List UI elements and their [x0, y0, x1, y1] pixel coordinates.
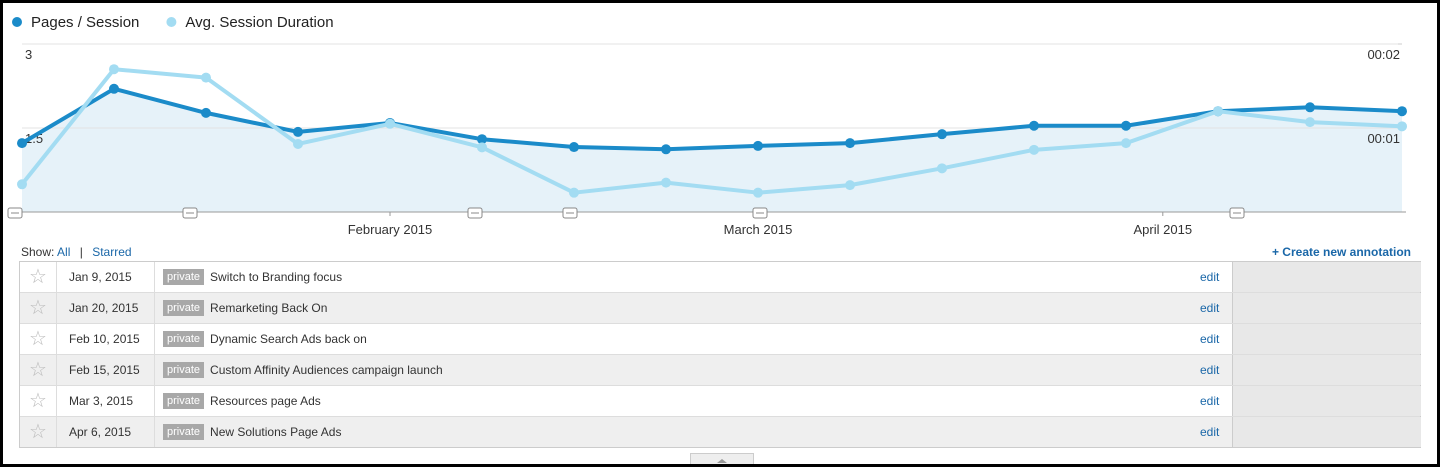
edit-link[interactable]: edit — [1200, 270, 1220, 284]
data-point — [109, 64, 119, 75]
star-button[interactable]: ☆ — [20, 262, 57, 292]
data-point — [477, 142, 487, 153]
edit-link[interactable]: edit — [1200, 332, 1220, 346]
data-point — [477, 134, 487, 145]
star-button[interactable]: ☆ — [20, 324, 57, 354]
annotation-row: ☆ Apr 6, 2015 private New Solutions Page Ad… — [20, 416, 1421, 447]
y2-tick-label: 00:02 — [1367, 47, 1400, 62]
data-point — [201, 72, 211, 83]
data-point — [845, 138, 855, 149]
annotation-date: Feb 10, 2015 — [57, 324, 155, 354]
y2-tick-label: 00:01 — [1367, 131, 1400, 146]
annotation-text: Custom Affinity Audiences campaign launc… — [210, 363, 443, 377]
side-panel — [1232, 262, 1421, 292]
show-filter: Show: All | Starred — [21, 245, 132, 259]
annotation-row: ☆ Jan 20, 2015 private Remarketing Back On e… — [20, 292, 1421, 323]
edit-link[interactable]: edit — [1200, 363, 1220, 377]
x-tick-label: April 2015 — [1134, 222, 1193, 237]
chart: Pages / Session Avg. Session Duration1.53… — [7, 14, 1407, 237]
area-fill — [22, 88, 1402, 212]
annotation-date: Apr 6, 2015 — [57, 417, 155, 447]
collapse-icon — [717, 459, 727, 463]
annotation-text: Remarketing Back On — [210, 301, 328, 315]
data-point — [661, 177, 671, 188]
separator: | — [79, 245, 83, 259]
annotation-date: Feb 15, 2015 — [57, 355, 155, 385]
collapse-tab[interactable] — [690, 453, 754, 464]
visibility-tag: private — [163, 424, 205, 440]
star-button[interactable]: ☆ — [20, 386, 57, 416]
x-tick-label: March 2015 — [724, 222, 793, 237]
visibility-tag: private — [163, 362, 205, 378]
annotation-row: ☆ Feb 15, 2015 private Custom Affinity Audi… — [20, 354, 1421, 385]
data-point — [293, 126, 303, 137]
annotation-table: ☆ Jan 9, 2015 private Switch to Branding fo… — [19, 261, 1421, 448]
data-point — [1305, 102, 1315, 113]
panel: Pages / Session Avg. Session Duration 1.5 3… — [3, 3, 1437, 464]
filter-all[interactable]: All — [57, 245, 71, 259]
data-point — [1121, 120, 1131, 131]
data-point — [109, 83, 119, 94]
visibility-tag: private — [163, 331, 205, 347]
annotation-row: ☆ Mar 3, 2015 private Resources page Ads edi… — [20, 385, 1421, 416]
legend-marker — [166, 17, 177, 27]
data-point — [1397, 121, 1407, 132]
data-point — [937, 163, 947, 174]
legend-marker — [12, 17, 22, 27]
annotation-row: ☆ Feb 10, 2015 private Dynamic Search Ads b… — [20, 323, 1421, 354]
side-panel — [1232, 293, 1421, 323]
data-point — [17, 138, 27, 149]
annotation-text: Switch to Branding focus — [210, 270, 343, 284]
annotation-text: Resources page Ads — [210, 394, 321, 408]
side-panel — [1232, 386, 1421, 416]
visibility-tag: private — [163, 269, 205, 285]
data-point — [1213, 106, 1223, 117]
data-point — [937, 129, 947, 140]
x-tick-label: February 2015 — [348, 222, 433, 237]
visibility-tag: private — [163, 300, 205, 316]
annotation-date: Jan 20, 2015 — [57, 293, 155, 323]
data-point — [569, 142, 579, 153]
data-point — [201, 107, 211, 118]
legend-label: Pages / Session — [31, 14, 139, 31]
data-point — [385, 118, 395, 129]
data-point — [1305, 117, 1315, 128]
side-panel — [1232, 355, 1421, 385]
edit-link[interactable]: edit — [1200, 394, 1220, 408]
series-line — [20, 67, 1403, 195]
data-point — [17, 179, 27, 190]
y-tick-label: 3 — [25, 47, 32, 62]
data-point — [845, 180, 855, 191]
create-annotation[interactable]: + Create new annotation — [1271, 245, 1411, 259]
star-button[interactable]: ☆ — [20, 417, 57, 447]
show-label: Show: — [21, 245, 55, 259]
annotation-row: ☆ Jan 9, 2015 private Switch to Branding fo… — [20, 262, 1421, 292]
star-button[interactable]: ☆ — [20, 293, 57, 323]
annotation-text: Dynamic Search Ads back on — [210, 332, 367, 346]
data-point — [753, 140, 763, 151]
visibility-tag: private — [163, 393, 205, 409]
edit-link[interactable]: edit — [1200, 425, 1220, 439]
data-point — [1029, 144, 1039, 155]
series-line — [20, 86, 1403, 152]
annotation-date: Jan 9, 2015 — [57, 262, 155, 292]
data-point — [293, 138, 303, 149]
legend-label: Avg. Session Duration — [185, 14, 333, 31]
data-point — [753, 187, 763, 198]
data-point — [569, 187, 579, 198]
data-point — [1029, 120, 1039, 131]
side-panel — [1232, 324, 1421, 354]
data-point — [1397, 106, 1407, 117]
annotation-text: New Solutions Page Ads — [210, 425, 342, 439]
data-point — [661, 144, 671, 155]
edit-link[interactable]: edit — [1200, 301, 1220, 315]
star-button[interactable]: ☆ — [20, 355, 57, 385]
filter-starred[interactable]: Starred — [92, 245, 132, 259]
data-point — [1121, 138, 1131, 149]
annotation-date: Mar 3, 2015 — [57, 386, 155, 416]
side-panel — [1232, 417, 1421, 447]
